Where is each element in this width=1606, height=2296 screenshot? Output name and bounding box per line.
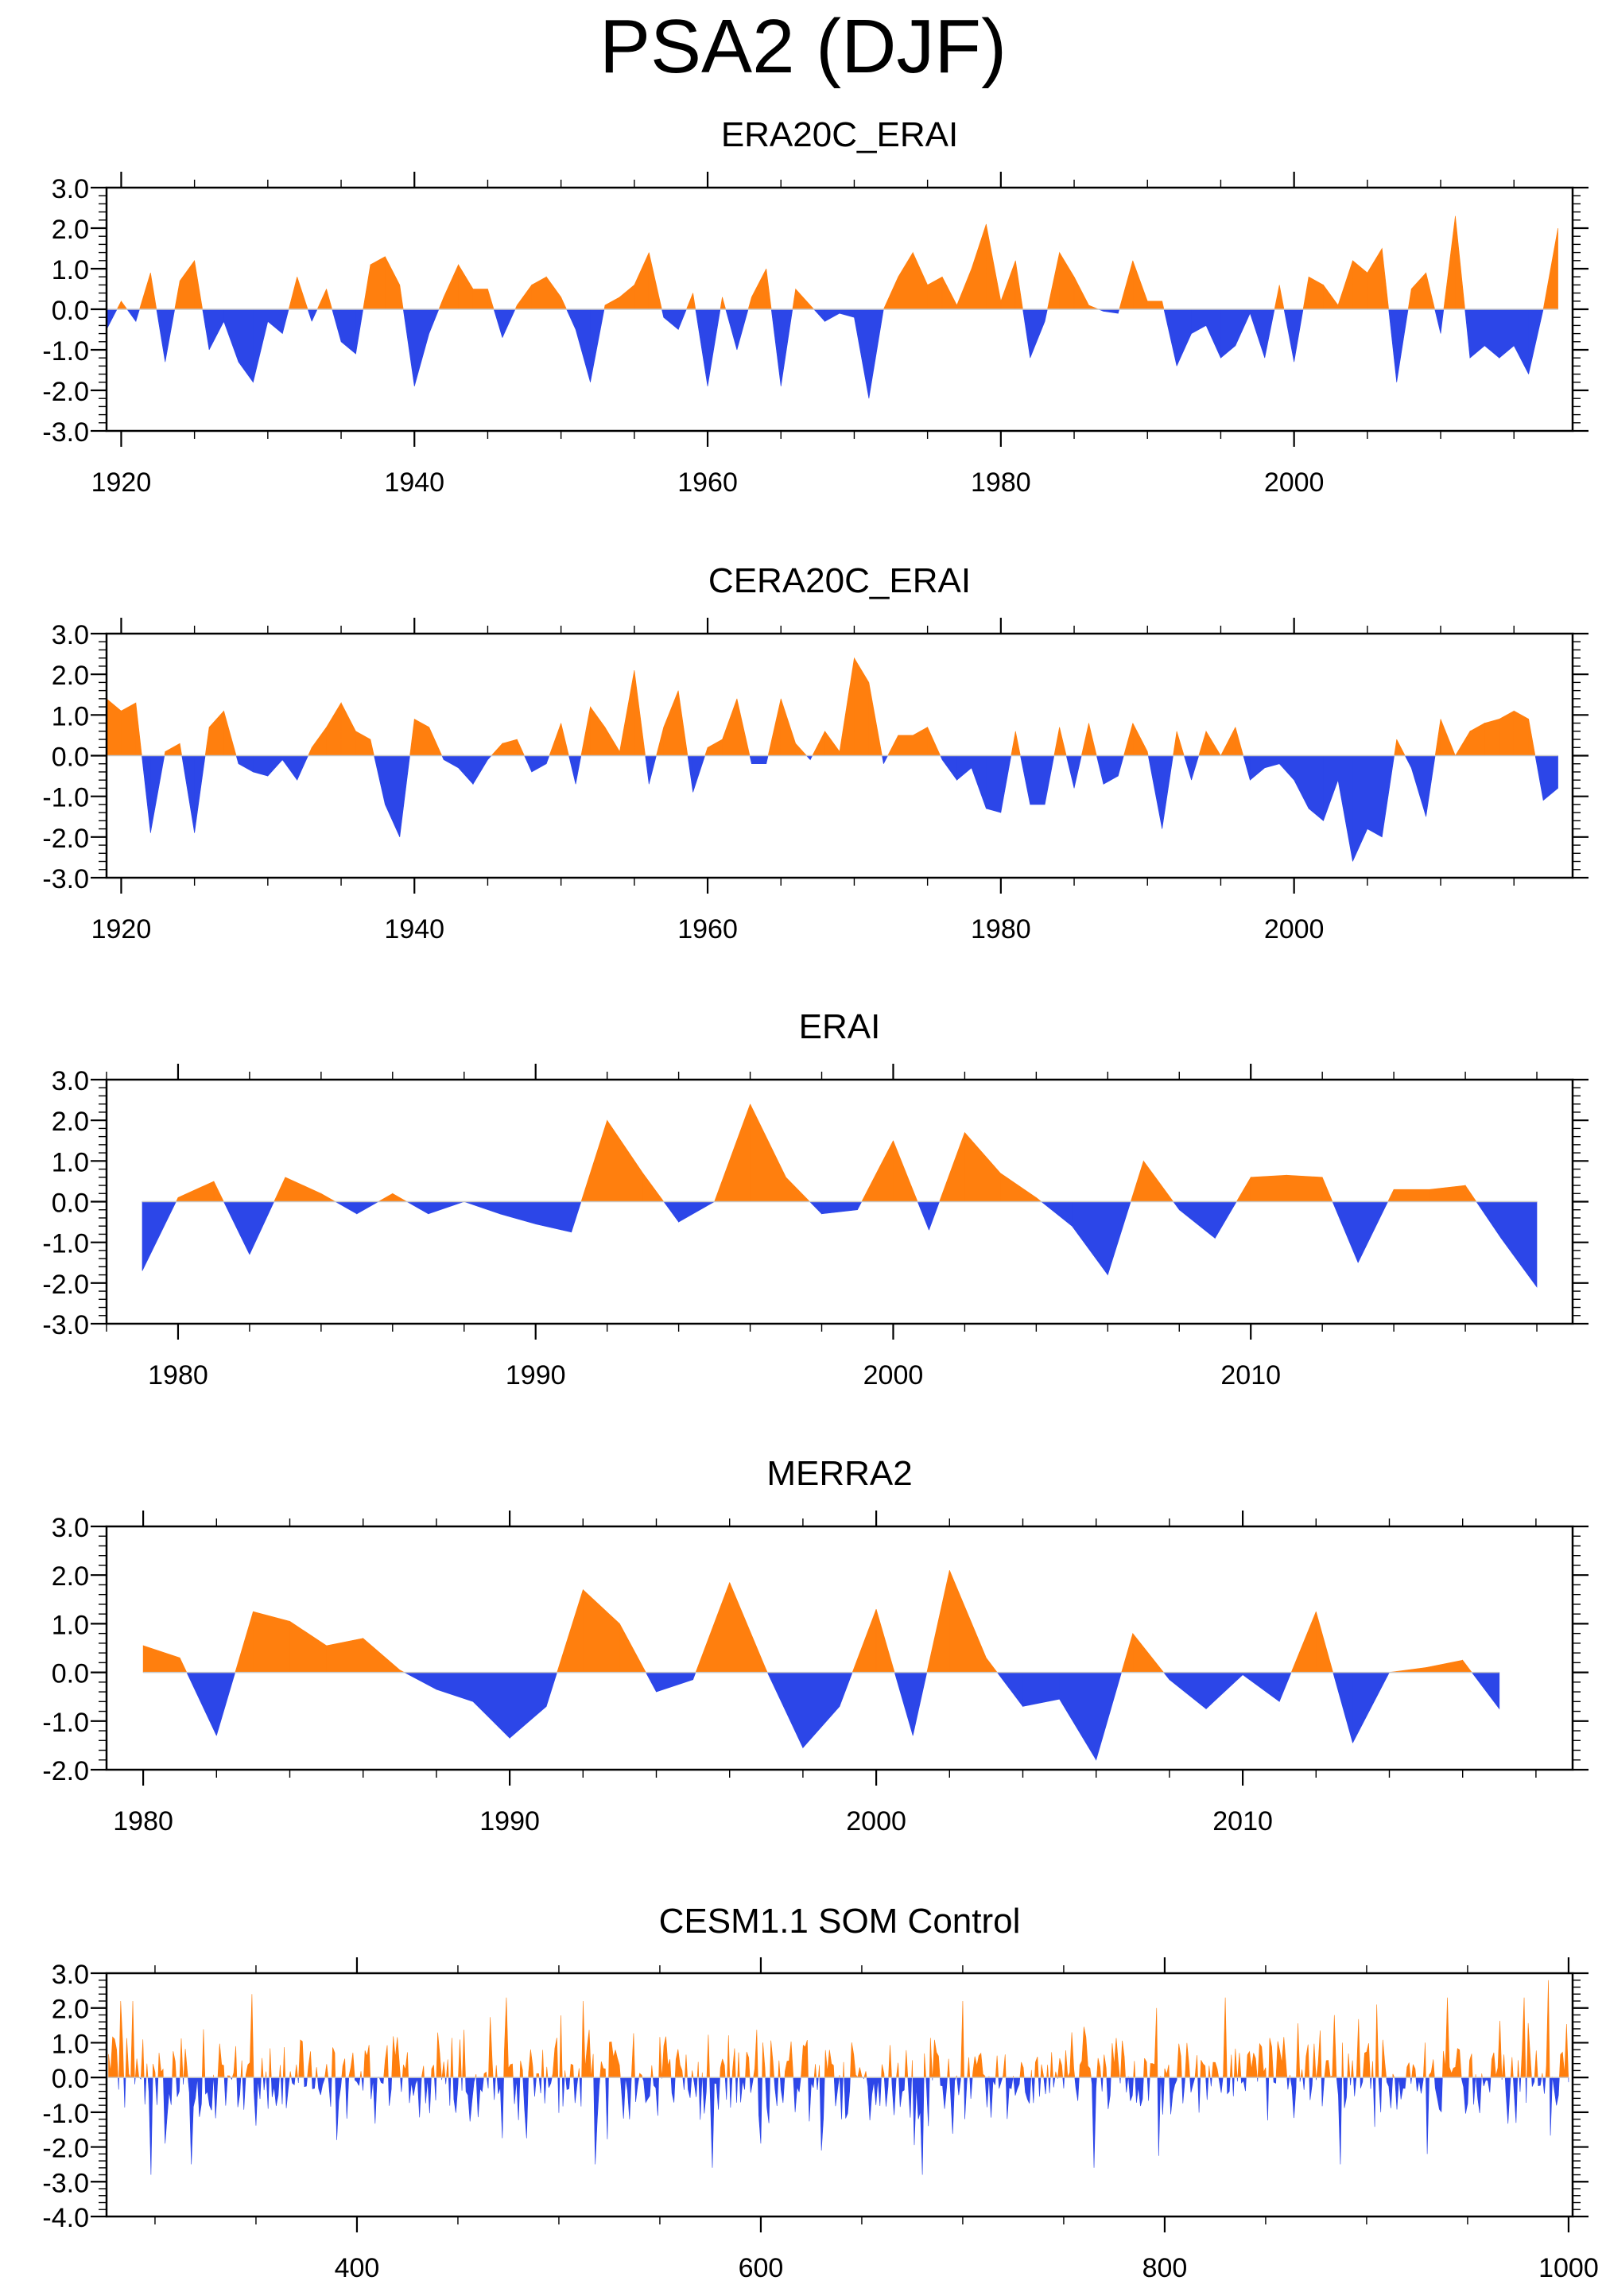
x-tick-label: 1980 — [971, 914, 1031, 944]
x-tick-label: 1940 — [384, 467, 444, 498]
y-tick-label: -4.0 — [42, 2203, 89, 2233]
y-tick-label: -1.0 — [42, 1229, 89, 1259]
x-tick-label: 2010 — [1220, 1360, 1281, 1390]
y-tick-label: -1.0 — [42, 336, 89, 367]
x-tick-label: 2010 — [1212, 1806, 1273, 1836]
chart-panel-1: ERA20C_ERAI -3.0 -2.0 -1.0 0.0 1.0 2.0 3.0 1920 1… — [42, 115, 1589, 498]
y-tick-label: 1.0 — [52, 701, 89, 731]
chart-panel-3: ERAI -3.0 -2.0 -1.0 0.0 1.0 2.0 3.0 1980 1990 2000… — [42, 1007, 1589, 1390]
y-tick-label: 2.0 — [52, 1561, 89, 1592]
y-tick-label: 1.0 — [52, 1147, 89, 1177]
x-tick-label: 1990 — [479, 1806, 540, 1836]
y-tick-label: -2.0 — [42, 824, 89, 854]
x-tick-label: 600 — [739, 2253, 784, 2283]
figure-title: PSA2 (DJF) — [599, 4, 1007, 89]
y-tick-label: -1.0 — [42, 2099, 89, 2129]
y-tick-label: 0.0 — [52, 743, 89, 773]
y-tick-label: -2.0 — [42, 1756, 89, 1786]
positive-area — [142, 1569, 1472, 1673]
y-tick-label: 0.0 — [52, 1189, 89, 1219]
negative-area — [106, 308, 1544, 399]
negative-area — [142, 755, 1558, 862]
y-tick-label: 0.0 — [52, 1659, 89, 1689]
y-tick-label: 0.0 — [52, 296, 89, 326]
x-tick-label: 1960 — [677, 467, 738, 498]
x-tick-label: 2000 — [846, 1806, 906, 1836]
y-tick-label: 0.0 — [52, 2064, 89, 2094]
x-tick-label: 1960 — [677, 914, 738, 944]
plot-frame — [105, 1525, 1574, 1771]
negative-area — [118, 2077, 1569, 2175]
chart-panel-2: CERA20C_ERAI -3.0 -2.0 -1.0 0.0 1.0 2.0 3.0 1920… — [42, 561, 1589, 944]
y-tick-label: 1.0 — [52, 1610, 89, 1640]
x-tick-label: 400 — [335, 2253, 380, 2283]
positive-area — [116, 215, 1558, 310]
positive-area — [108, 1980, 1569, 2078]
chart-panel-4: MERRA2 -2.0 -1.0 0.0 1.0 2.0 3.0 1980 1990 2000 20… — [42, 1454, 1589, 1836]
y-tick-label: -3.0 — [42, 2168, 89, 2198]
negative-area — [186, 1672, 1500, 1761]
x-tick-label: 1990 — [506, 1360, 566, 1390]
x-tick-label: 1920 — [91, 467, 152, 498]
x-tick-label: 1000 — [1538, 2253, 1599, 2283]
x-tick-label: 1980 — [971, 467, 1031, 498]
y-tick-label: -1.0 — [42, 783, 89, 813]
y-tick-label: -3.0 — [42, 417, 89, 448]
chart-title: ERA20C_ERAI — [721, 115, 958, 154]
y-tick-label: 3.0 — [52, 1066, 89, 1096]
chart-title: MERRA2 — [766, 1454, 912, 1493]
y-tick-label: 2.0 — [52, 215, 89, 245]
negative-area — [142, 1201, 1538, 1288]
x-tick-label: 1980 — [148, 1360, 208, 1390]
y-tick-label: 3.0 — [52, 1960, 89, 1990]
x-tick-label: 2000 — [1264, 467, 1325, 498]
y-tick-label: -3.0 — [42, 1310, 89, 1340]
positive-area — [175, 1103, 1477, 1202]
y-tick-label: 3.0 — [52, 174, 89, 204]
y-tick-label: -2.0 — [42, 377, 89, 407]
y-tick-label: 1.0 — [52, 2029, 89, 2059]
y-tick-label: 2.0 — [52, 1995, 89, 2025]
chart-title: CESM1.1 SOM Control — [659, 1902, 1021, 1941]
x-tick-label: 1920 — [91, 914, 152, 944]
y-tick-label: -1.0 — [42, 1708, 89, 1738]
y-tick-label: 2.0 — [52, 1107, 89, 1137]
plot-frame — [105, 1972, 1574, 2218]
x-tick-label: 2000 — [863, 1360, 924, 1390]
chart-title: CERA20C_ERAI — [708, 561, 971, 600]
y-tick-label: 3.0 — [52, 620, 89, 650]
y-tick-label: 2.0 — [52, 661, 89, 691]
y-tick-label: -2.0 — [42, 2134, 89, 2164]
y-tick-label: -2.0 — [42, 1270, 89, 1300]
x-tick-label: 800 — [1142, 2253, 1188, 2283]
y-tick-label: -3.0 — [42, 864, 89, 894]
y-tick-label: 1.0 — [52, 255, 89, 285]
x-tick-label: 1940 — [384, 914, 444, 944]
y-tick-label: 3.0 — [52, 1513, 89, 1543]
chart-title: ERAI — [799, 1007, 881, 1046]
positive-area — [106, 657, 1536, 756]
x-tick-label: 1980 — [113, 1806, 173, 1836]
x-tick-label: 2000 — [1264, 914, 1325, 944]
chart-panel-5: CESM1.1 SOM Control -4.0 -3.0 -2.0 -1.0 0.0 1.… — [42, 1902, 1598, 2283]
